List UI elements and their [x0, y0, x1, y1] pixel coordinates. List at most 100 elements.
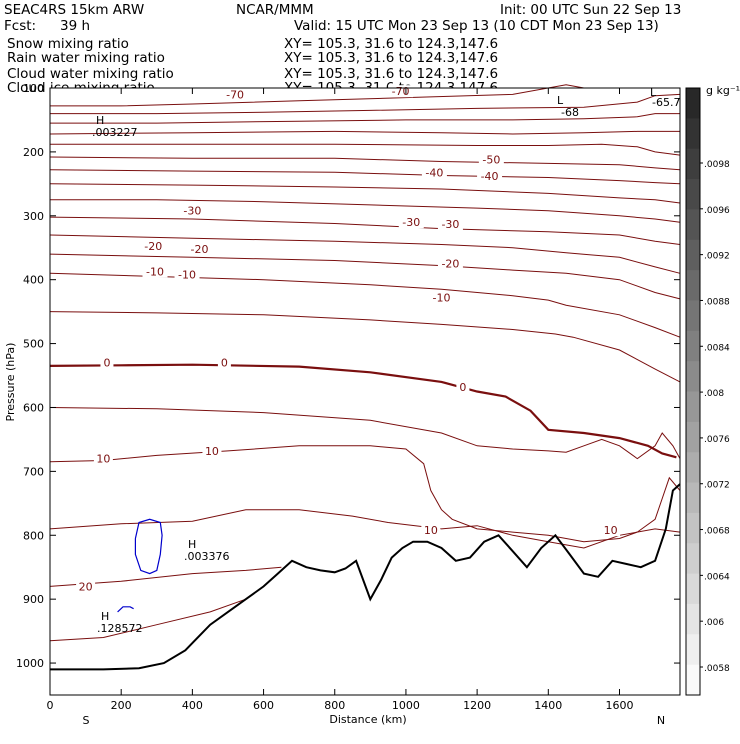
- x-tick-label: 1600: [605, 699, 633, 712]
- cloud-max2-value: .128572: [97, 622, 143, 635]
- colorbar-unit: g kg⁻¹: [706, 84, 740, 97]
- field-xy-snow: XY= 105.3, 31.6 to 124.3,147.6: [284, 36, 498, 52]
- colorbar-label: .008: [704, 389, 724, 399]
- colorbar-label: .0088: [704, 297, 730, 307]
- isotherm-label: -10: [433, 292, 451, 305]
- x-tick-label: 800: [324, 699, 345, 712]
- colorbar-swatch: [686, 512, 700, 544]
- colorbar-label: .006: [704, 618, 724, 628]
- field-name-rain: Rain water mixing ratio: [7, 50, 165, 66]
- colorbar-label: .0076: [704, 435, 730, 445]
- colorbar-label: .0096: [704, 206, 730, 216]
- isotherm-line: [49, 130, 680, 135]
- isotherm-label-bg: [186, 243, 212, 256]
- colorbar-swatch: [686, 179, 700, 210]
- colorbar-swatch: [686, 239, 700, 271]
- isotherm-label: -30: [441, 218, 459, 231]
- colorbar-swatch: [686, 573, 700, 605]
- y-tick-label: 400: [23, 274, 44, 287]
- colorbar: .0098 .0096 .0092 .0088 .0084 .008 .0076 .0072.…: [685, 87, 730, 696]
- colorbar-label: .0058: [704, 664, 730, 674]
- x-tick-label: 1200: [463, 699, 491, 712]
- isotherm-label: -20: [441, 258, 459, 271]
- colorbar-swatch: [686, 543, 700, 575]
- model-name: SEAC4RS 15km ARW: [4, 2, 144, 18]
- colorbar-label: .0068: [704, 527, 730, 537]
- x-tick-label: 0: [47, 699, 54, 712]
- isotherm-label: 10: [205, 445, 219, 458]
- isotherm-label-bg: [174, 268, 200, 281]
- field-xy-cloud-water: XY= 105.3, 31.6 to 124.3,147.6: [284, 66, 498, 82]
- y-tick-label: 800: [23, 529, 44, 542]
- isotherm-label-bg: [179, 204, 205, 217]
- colorbar-swatch: [686, 603, 700, 635]
- isotherm-label: -50: [482, 154, 500, 167]
- isotherm-label-bg: [217, 356, 231, 369]
- ice-max-marker: H: [96, 114, 104, 127]
- isotherm-label: 0: [103, 357, 110, 370]
- isotherm-line: [49, 272, 681, 338]
- colorbar-swatch: [686, 391, 700, 423]
- colorbar-swatch: [686, 270, 700, 301]
- valid-time: Valid: 15 UTC Mon 23 Sep 13 (10 CDT Mon …: [294, 18, 659, 34]
- cloud-max-marker: H: [188, 538, 196, 551]
- isotherm-label: 20: [79, 580, 93, 593]
- corner-low-value: -65.7: [652, 96, 680, 109]
- fcst-label: Fcst:: [4, 18, 36, 34]
- plot-frame: [49, 87, 681, 696]
- y-tick-label: 900: [23, 593, 44, 606]
- init-time: Init: 00 UTC Sun 22 Sep 13: [500, 2, 681, 18]
- isotherm-label: -40: [425, 166, 443, 179]
- axes: 0 200 400 600 800 1000 1200 1400 160010020030040…: [16, 82, 681, 712]
- isotherm-line: [49, 216, 681, 245]
- cloud-water-contours: [117, 518, 163, 613]
- endpoint-left: S: [83, 714, 90, 727]
- ice-max-value: .003227: [92, 126, 138, 139]
- x-tick-label: 200: [111, 699, 132, 712]
- y-tick-label: 500: [23, 338, 44, 351]
- isotherm-line: [49, 407, 681, 460]
- field-xy-rain: XY= 105.3, 31.6 to 124.3,147.6: [284, 50, 498, 66]
- isotherm-label: 10: [424, 524, 438, 537]
- isotherm-label: -30: [183, 205, 201, 218]
- fcst-value: 39 h: [60, 18, 90, 34]
- isotherm-label-bg: [222, 88, 248, 101]
- isotherm-label: -70: [226, 88, 244, 101]
- colorbar-label: .0072: [704, 481, 730, 491]
- isotherm-label-bg: [437, 257, 463, 270]
- isotherm-line: [49, 445, 681, 543]
- isotherm-line: [50, 93, 681, 115]
- isotherm-label: -70: [392, 85, 410, 98]
- colorbar-swatch: [686, 148, 700, 180]
- isotherm-label-bg: [601, 524, 621, 537]
- isotherm-line: [49, 183, 681, 204]
- endpoint-right: N: [657, 714, 665, 727]
- colorbar-swatch: [686, 482, 700, 514]
- colorbar-swatch: [686, 88, 700, 119]
- colorbar-swatch: [686, 421, 700, 453]
- colorbar-label: .0098: [704, 160, 730, 170]
- isotherm-label-bg: [437, 218, 463, 231]
- colorbar-swatch: [686, 209, 700, 241]
- temperature-contours: [49, 84, 681, 642]
- isotherm-label-bg: [398, 216, 424, 229]
- corner-low-marker: L: [650, 86, 657, 99]
- isotherm-label-bg: [477, 170, 503, 183]
- isotherm-label-bg: [456, 381, 470, 394]
- cloud-max2-marker: H: [101, 610, 109, 623]
- x-tick-label: 400: [182, 699, 203, 712]
- isotherm-label: 10: [96, 453, 110, 466]
- isotherm-label: -40: [481, 170, 499, 183]
- field-name-snow: Snow mixing ratio: [7, 36, 129, 52]
- isotherm-label-bg: [142, 265, 168, 278]
- isotherm-label-bg: [421, 524, 441, 537]
- colorbar-swatch: [686, 634, 700, 666]
- isotherm-label: -10: [146, 265, 164, 278]
- isotherm-line: [49, 509, 681, 549]
- isotherm-label: -20: [191, 243, 209, 256]
- cloud-water-contour: [117, 606, 134, 613]
- isotherm-line: [49, 311, 681, 383]
- colorbar-swatch: [686, 330, 700, 362]
- y-tick-label: 100: [23, 82, 44, 95]
- isotherm-label: -10: [178, 269, 196, 282]
